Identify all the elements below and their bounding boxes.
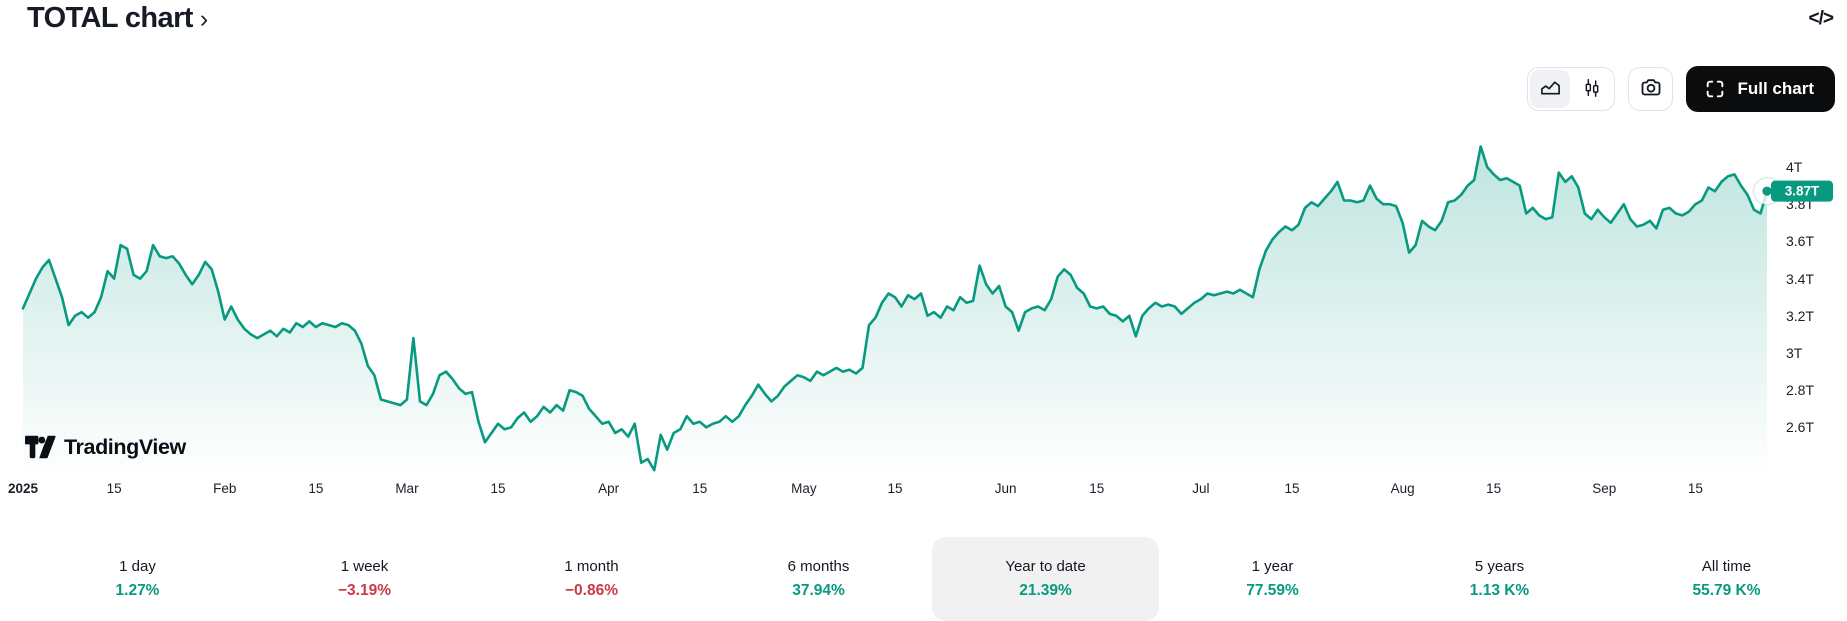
period-value: 37.94% bbox=[792, 582, 845, 599]
period-value: 55.79 K% bbox=[1692, 582, 1761, 599]
x-axis-label: 15 bbox=[1687, 481, 1703, 496]
x-axis-label: 2025 bbox=[7, 481, 39, 496]
area-chart-type-button[interactable] bbox=[1530, 70, 1571, 108]
y-axis-label: 3.4T bbox=[1786, 270, 1815, 287]
period-cell-all-time[interactable]: All time 55.79 K% bbox=[1613, 537, 1840, 621]
title-link[interactable]: TOTAL chart › bbox=[27, 2, 208, 35]
full-chart-button[interactable]: Full chart bbox=[1686, 66, 1835, 112]
period-cell-1-week[interactable]: 1 week −3.19% bbox=[251, 537, 478, 621]
x-axis-label: Apr bbox=[598, 481, 620, 496]
tradingview-logo-text: TradingView bbox=[64, 434, 186, 459]
chart-type-toggle bbox=[1527, 67, 1616, 111]
tradingview-logo[interactable]: TradingView bbox=[25, 434, 186, 460]
area-chart-icon bbox=[1539, 76, 1562, 102]
period-label: 1 year bbox=[1251, 558, 1294, 575]
tradingview-logo-mark-icon bbox=[25, 434, 56, 460]
period-label: All time bbox=[1701, 558, 1752, 575]
y-axis-label: 3.8T bbox=[1786, 196, 1815, 213]
period-label: Year to date bbox=[1005, 558, 1086, 575]
chevron-right-icon: › bbox=[199, 5, 209, 33]
period-label: 5 years bbox=[1474, 558, 1525, 575]
period-cell-year-to-date[interactable]: Year to date 21.39% bbox=[932, 537, 1159, 621]
x-axis-label: 15 bbox=[1486, 481, 1502, 496]
chart-toolbar: Full chart bbox=[1527, 66, 1835, 112]
y-axis-label: 3.2T bbox=[1786, 307, 1815, 324]
period-value: −3.19% bbox=[337, 582, 391, 599]
x-axis-label: 15 bbox=[308, 481, 324, 496]
period-value: 1.13 K% bbox=[1469, 582, 1530, 599]
period-label: 6 months bbox=[787, 558, 850, 575]
y-axis-label: 3T bbox=[1786, 345, 1803, 361]
period-value: 77.59% bbox=[1246, 582, 1299, 599]
y-axis-label: 2.6T bbox=[1786, 419, 1815, 436]
candlestick-chart-icon bbox=[1581, 77, 1603, 102]
x-axis-label: Jul bbox=[1192, 481, 1210, 496]
x-axis-label: 15 bbox=[1089, 481, 1105, 496]
period-label: 1 month bbox=[564, 558, 619, 575]
x-axis-label: 15 bbox=[106, 481, 122, 496]
period-label: 1 week bbox=[340, 558, 389, 575]
x-axis-label: Feb bbox=[213, 481, 237, 496]
camera-snapshot-button[interactable] bbox=[1628, 67, 1674, 111]
y-axis-label: 4T bbox=[1786, 159, 1803, 175]
fullscreen-icon bbox=[1704, 78, 1726, 100]
period-cell-1-day[interactable]: 1 day 1.27% bbox=[24, 537, 251, 621]
x-axis-label: Sep bbox=[1592, 481, 1617, 496]
x-axis-label: 15 bbox=[692, 481, 708, 496]
x-axis-label: 15 bbox=[887, 481, 903, 496]
x-axis-label: May bbox=[791, 481, 817, 496]
candlestick-chart-type-button[interactable] bbox=[1572, 70, 1612, 108]
y-axis-label: 2.8T bbox=[1786, 382, 1815, 399]
period-cell-1-year[interactable]: 1 year 77.59% bbox=[1159, 537, 1386, 621]
x-axis-label: Jun bbox=[994, 481, 1017, 496]
page-title: TOTAL chart bbox=[27, 2, 193, 34]
period-cell-1-month[interactable]: 1 month −0.86% bbox=[478, 537, 705, 621]
camera-icon bbox=[1639, 76, 1663, 103]
x-axis-label: 15 bbox=[1284, 481, 1300, 496]
period-cell-6-months[interactable]: 6 months 37.94% bbox=[705, 537, 932, 621]
x-axis-label: Aug bbox=[1390, 481, 1415, 496]
y-axis-label: 3.6T bbox=[1786, 233, 1815, 250]
period-value: 1.27% bbox=[115, 582, 160, 599]
x-axis-label: Mar bbox=[395, 481, 419, 496]
period-cell-5-years[interactable]: 5 years 1.13 K% bbox=[1386, 537, 1613, 621]
period-stats-row: 1 day 1.27% 1 week −3.19% 1 month −0.86%… bbox=[24, 537, 1840, 621]
period-label: 1 day bbox=[119, 558, 156, 575]
period-value: −0.86% bbox=[564, 582, 618, 599]
embed-code-icon[interactable]: </> bbox=[1808, 8, 1835, 29]
period-value: 21.39% bbox=[1019, 582, 1072, 599]
price-chart-canvas[interactable] bbox=[0, 110, 1770, 475]
x-axis-label: 15 bbox=[490, 481, 506, 496]
full-chart-label: Full chart bbox=[1737, 79, 1814, 98]
